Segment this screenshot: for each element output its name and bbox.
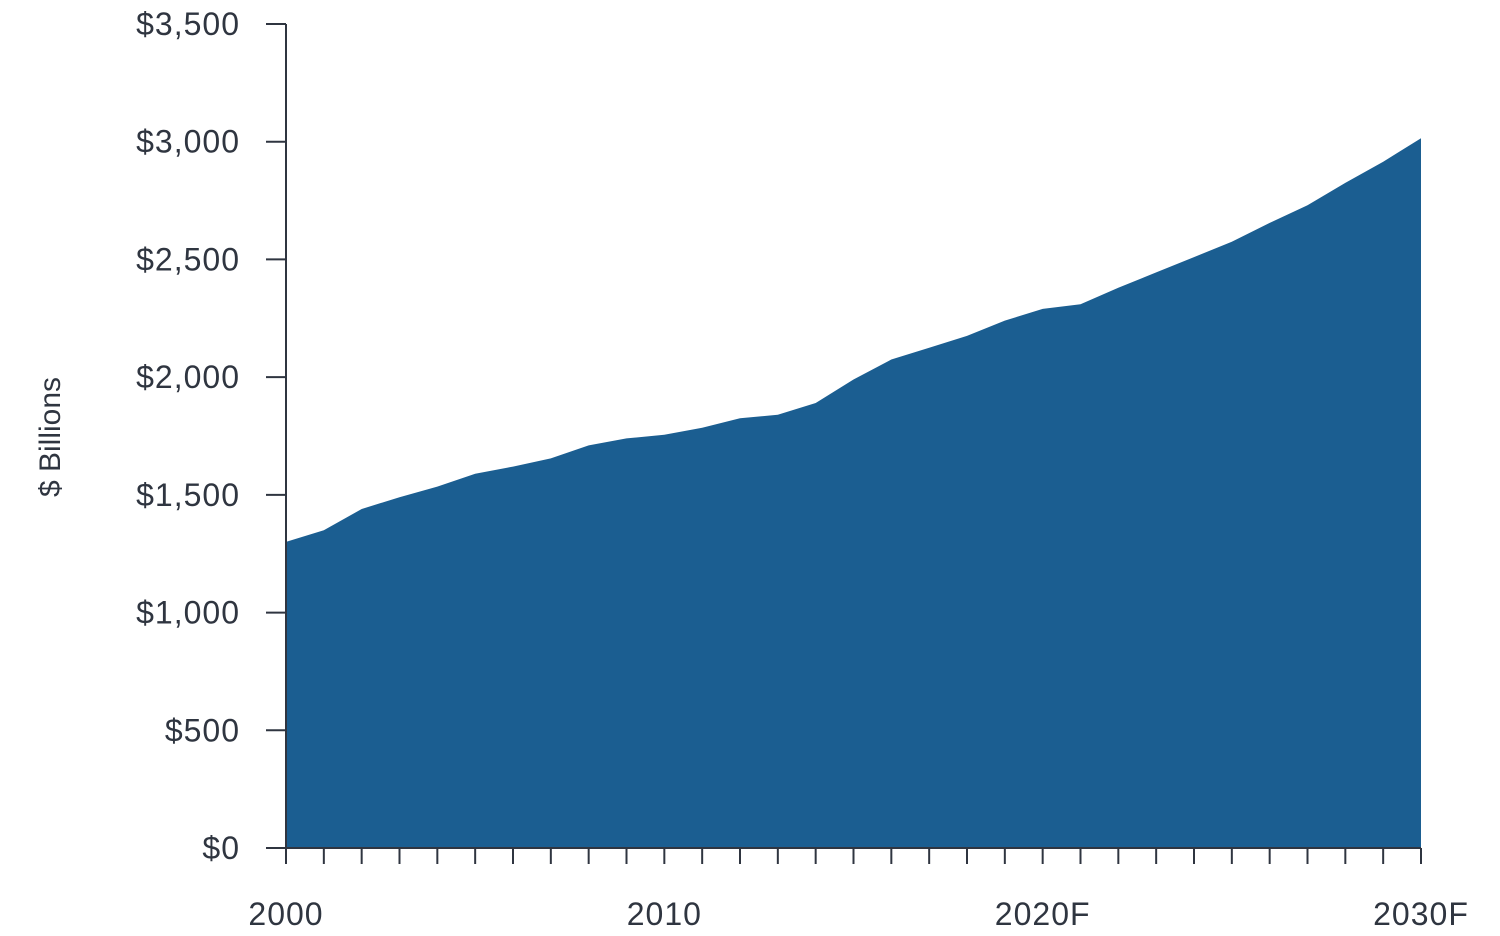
y-tick-label: $2,500 [136,241,240,277]
y-tick-label: $2,000 [136,359,240,395]
y-tick-label: $3,000 [136,124,240,160]
x-tick-label: 2000 [248,896,323,932]
y-axis-title: $ Billions [34,377,67,497]
x-tick-label: 2030F [1373,896,1469,932]
area-series-0 [286,138,1421,848]
x-axis-ticks: 2000 2010 2020F 2030F [248,848,1468,932]
y-tick-label: $500 [165,712,240,748]
y-tick-label: $1,000 [136,595,240,631]
series-layer [286,138,1421,848]
y-tick-label: $3,500 [136,6,240,42]
x-tick-label: 2010 [627,896,702,932]
y-tick-label: $1,500 [136,477,240,513]
y-axis-ticks: $0 $500 $1,000 $1,500 $2,000 $2,500 $3,000 $3,5… [136,6,286,866]
y-tick-label: $0 [202,830,240,866]
x-tick-label: 2020F [995,896,1091,932]
